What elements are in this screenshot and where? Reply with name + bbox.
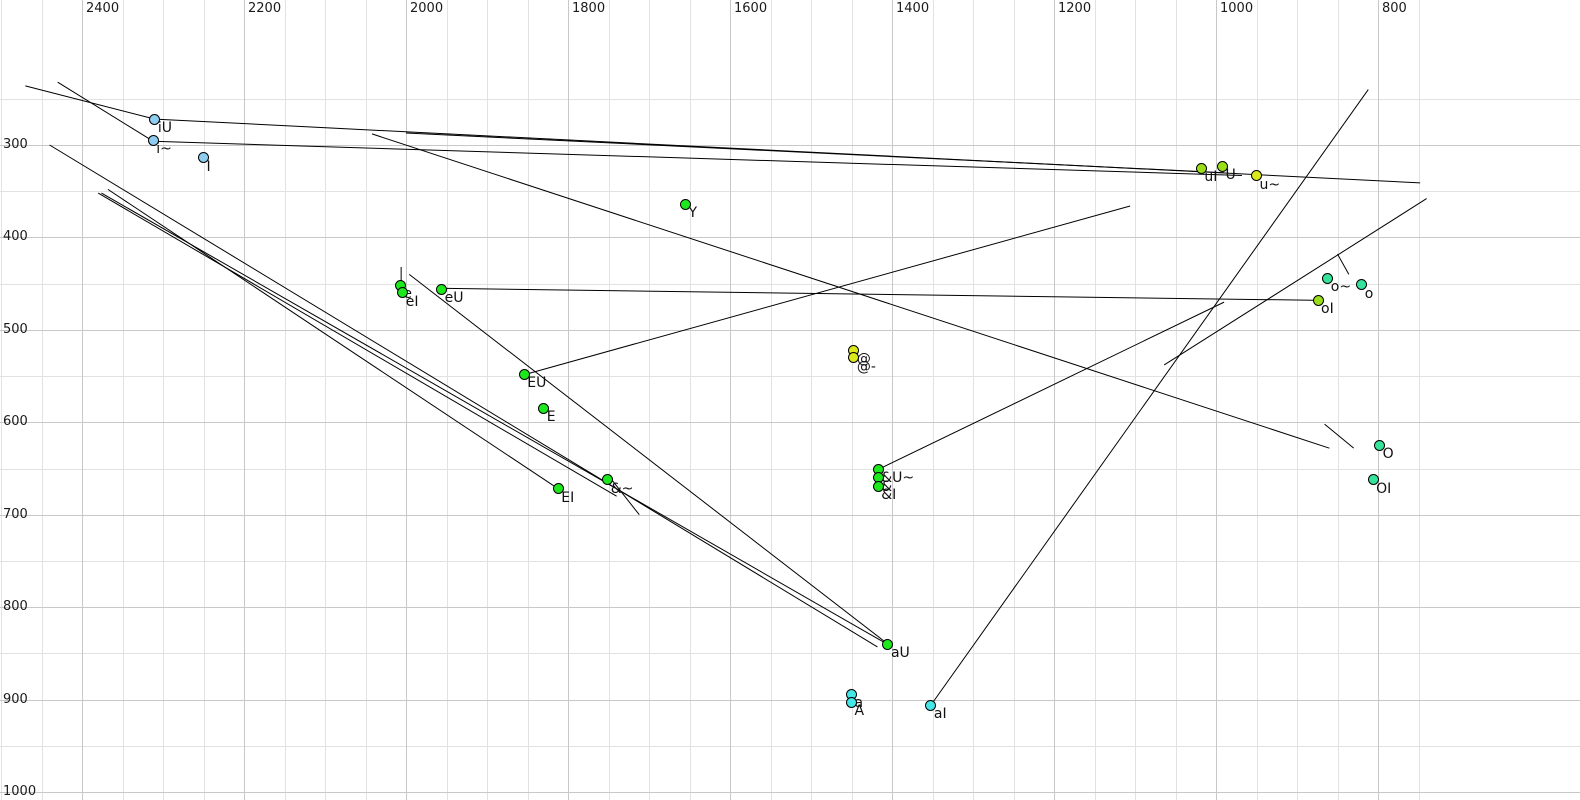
vowel-point-label: a (854, 695, 864, 712)
vowel-point-label: o~ (1330, 279, 1352, 296)
vowel-point-U[interactable] (1216, 160, 1228, 172)
vowel-point-label: EU (527, 375, 547, 392)
vowel-point-iU[interactable] (149, 113, 161, 125)
vowel-point-label: aU (890, 645, 910, 662)
x-tick-label: 1800 (572, 1, 606, 16)
y-tick-label: 600 (3, 414, 28, 430)
vowel-point-I[interactable] (198, 152, 209, 164)
vowel-point-label: @- (856, 358, 876, 375)
x-tick-label: 1000 (1220, 1, 1254, 16)
x-tick-label: 1600 (734, 1, 768, 16)
vowel-point-label: eU (444, 290, 464, 307)
vowel-point-label: oI (1321, 301, 1334, 318)
vowel-point-u[interactable] (1251, 170, 1262, 181)
vowel-point-aI[interactable] (925, 699, 937, 711)
vowel-point-label: U (1225, 167, 1236, 184)
vowel-point-eU[interactable] (436, 283, 448, 295)
vowel-point-[interactable] (848, 352, 860, 364)
vowel-point-label: EI (561, 489, 575, 506)
vowel-point-O[interactable] (1374, 439, 1386, 451)
vowel-point-aU[interactable] (882, 638, 894, 650)
y-tick-label: 1000 (3, 784, 37, 799)
vowel-point-EU[interactable] (518, 368, 530, 380)
vowel-point-label: &~ (610, 480, 634, 497)
y-tick-label: 800 (3, 599, 28, 615)
vowel-point-label: Y (688, 205, 697, 222)
vowel-point-E[interactable] (538, 402, 550, 414)
vowel-point-o[interactable] (1322, 272, 1334, 284)
vowel-point-label: OI (1376, 480, 1392, 497)
vowel-point-label: I (206, 158, 211, 175)
vowel-point-label: e (403, 286, 412, 303)
vowel-point-uI[interactable] (1195, 162, 1207, 174)
vowel-point-I[interactable] (872, 480, 884, 492)
x-tick-label: 1200 (1058, 1, 1092, 16)
vowel-point-label: u~ (1259, 176, 1281, 193)
vowel-point-label: iU (157, 120, 173, 137)
vowel-point-label: @ (856, 351, 871, 368)
vowel-point-label: O (1382, 446, 1394, 463)
y-tick-label: 700 (3, 506, 28, 522)
vowel-point-label: aI (933, 706, 947, 723)
vowel-point-A[interactable] (846, 696, 857, 708)
y-tick-label: 900 (3, 691, 28, 707)
y-tick-label: 300 (3, 137, 28, 152)
vowel-point-Y[interactable] (679, 198, 691, 210)
vowel-point-OI[interactable] (1367, 474, 1379, 486)
x-tick-label: 800 (1382, 1, 1407, 16)
x-tick-label: 2000 (410, 1, 444, 16)
vowel-point-label: A (854, 703, 865, 720)
formant-trajectory-lines (25, 81, 1427, 706)
vowel-point-[interactable] (602, 474, 614, 486)
vowel-point-i[interactable] (147, 134, 159, 146)
vowel-point-o[interactable] (1356, 279, 1368, 291)
x-tick-label: 1400 (896, 1, 930, 16)
y-tick-label: 400 (3, 229, 28, 245)
vowel-point-label: &I (881, 487, 897, 504)
y-tick-label: 500 (3, 321, 28, 337)
vowel-point-eI[interactable] (397, 287, 409, 299)
vowel-point-label: E (546, 409, 556, 426)
vowel-point-EI[interactable] (552, 483, 564, 495)
vowel-point-label: uI (1204, 169, 1218, 186)
x-tick-label: 2400 (86, 1, 120, 16)
x-tick-label: 2200 (248, 1, 282, 16)
vowel-point-label: eI (405, 293, 419, 310)
vowel-point-oI[interactable] (1312, 294, 1324, 306)
vowel-point-label: o (1364, 285, 1374, 302)
vowel-point-label: i~ (156, 141, 172, 158)
vowel-point-label: & (881, 478, 893, 495)
vowel-point-label: &U~ (881, 470, 915, 487)
